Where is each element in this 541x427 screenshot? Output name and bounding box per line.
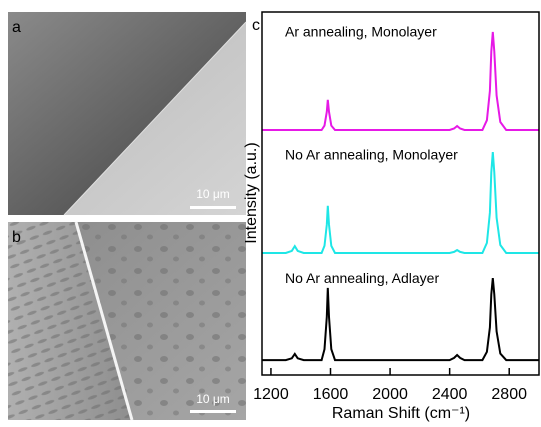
sem-image-b — [8, 222, 246, 420]
series-label: No Ar annealing, Adlayer — [285, 270, 439, 286]
series-label: Ar annealing, Monolayer — [285, 24, 437, 40]
spectrum-line — [262, 32, 539, 130]
panel-label: c — [252, 17, 260, 34]
series-label: No Ar annealing, Monolayer — [285, 147, 458, 163]
panel-label: b — [12, 229, 21, 246]
x-tick-label: 1200 — [253, 386, 289, 403]
scale-bar-label: 10 μm — [196, 187, 230, 201]
x-axis-label: Raman Shift (cm⁻¹) — [332, 405, 470, 422]
y-axis-label: Intensity (a.u.) — [243, 142, 260, 243]
spectrum-line — [262, 278, 539, 360]
spectrum-line — [262, 152, 539, 253]
plot-frame — [262, 12, 539, 375]
x-tick-label: 1600 — [313, 386, 349, 403]
scale-bar-label: 10 μm — [196, 392, 230, 406]
panel-label: a — [12, 19, 21, 36]
x-tick-label: 2800 — [491, 386, 527, 403]
x-tick-label: 2400 — [432, 386, 468, 403]
x-tick-label: 2000 — [372, 386, 408, 403]
sem-image-a — [8, 12, 246, 215]
figure: a 10 μm b 10 μm c Intensity (a.u.) Raman… — [0, 0, 541, 427]
